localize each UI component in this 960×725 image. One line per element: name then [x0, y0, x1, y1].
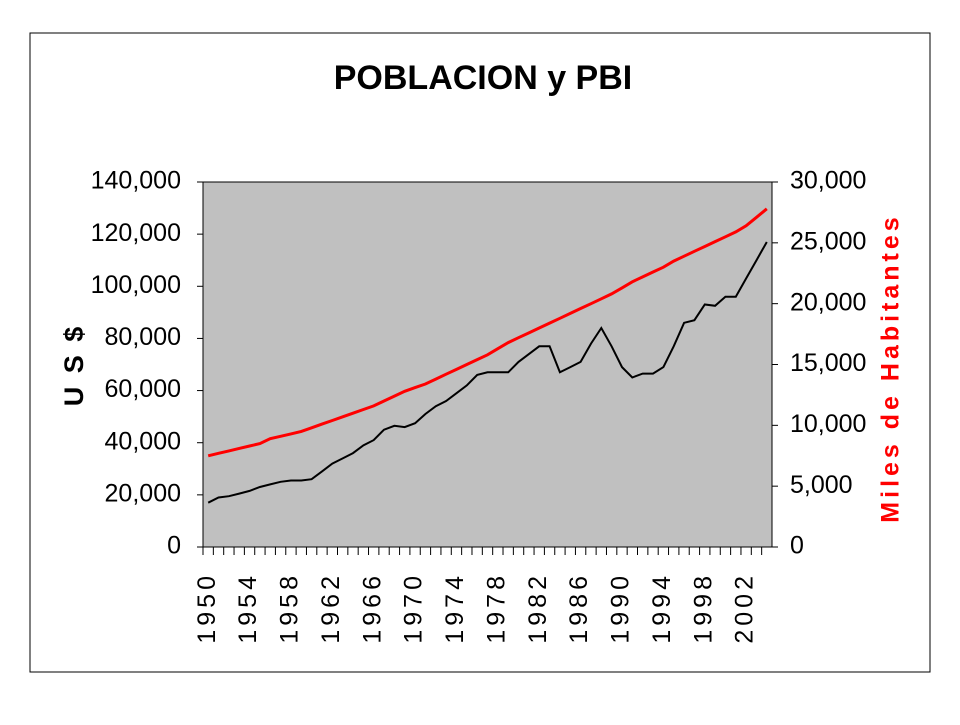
data-line [207, 241, 768, 504]
y-axis-title: U S $ [59, 324, 89, 407]
plot-area [202, 181, 773, 548]
y2-tick-label: 20,000 [790, 288, 866, 316]
y-tick-label: 0 [167, 532, 181, 560]
y2-axis-title: Miles de Habitantes [877, 213, 905, 522]
chart-title: POBLACION y PBI [334, 59, 632, 97]
y-tick-label: 80,000 [105, 323, 181, 351]
y2-tick-label: 0 [790, 532, 804, 560]
y2-tick-label: 15,000 [790, 349, 866, 377]
y-tick-label: 20,000 [105, 479, 181, 507]
x-tick-label: 2002 [731, 572, 759, 644]
y-tick-label: 140,000 [91, 167, 181, 195]
y-tick-label: 120,000 [91, 219, 181, 247]
y2-tick-label: 25,000 [790, 227, 866, 255]
x-tick-label: 1994 [648, 572, 676, 644]
y-tick-label: 100,000 [91, 271, 181, 299]
y-tick-label: 60,000 [105, 375, 181, 403]
x-tick-label: 1982 [524, 572, 552, 644]
y2-tick-label: 10,000 [790, 410, 866, 438]
y2-tick-label: 30,000 [790, 167, 866, 195]
x-tick-label: 1978 [482, 572, 510, 644]
x-tick-label: 1974 [441, 572, 469, 644]
x-tick-label: 1962 [317, 572, 345, 644]
x-tick-label: 1998 [689, 572, 717, 644]
x-tick-label: 1990 [607, 572, 635, 644]
x-tick-label: 1958 [276, 572, 304, 644]
x-tick-label: 1986 [565, 572, 593, 644]
x-tick-label: 1954 [234, 572, 262, 644]
y-tick-label: 40,000 [105, 427, 181, 455]
x-tick-label: 1966 [358, 572, 386, 644]
y2-tick-label: 5,000 [790, 471, 853, 499]
data-line [207, 207, 768, 458]
x-tick-label: 1970 [400, 572, 428, 644]
x-tick-label: 1950 [193, 572, 221, 644]
